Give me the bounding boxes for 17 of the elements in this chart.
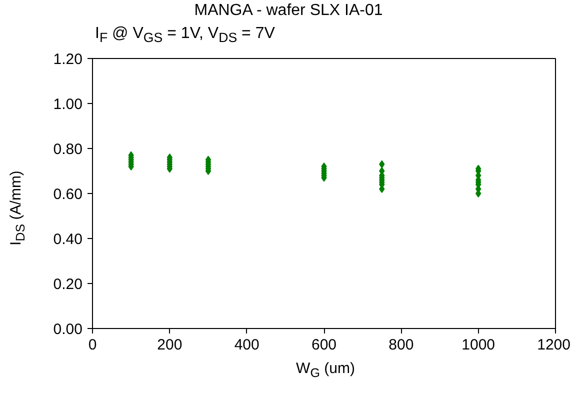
x-tick-label: 600 (311, 336, 337, 354)
y-tick-label: 0.20 (53, 276, 83, 293)
chart-subtitle: I$_{F}$ @ V$_{GS}$ = 1V, V$_{DS}$ = 7V (94, 24, 276, 48)
y-tick-label: 0.80 (53, 141, 83, 158)
y-tick-label: 0.40 (53, 231, 83, 248)
y-tick-label: 1.00 (53, 96, 83, 113)
chart-title: MANGA - wafer SLX IA-01 (193, 1, 384, 21)
y-tick-label: 1.20 (53, 51, 83, 68)
x-tick-label: 1200 (537, 336, 571, 354)
x-tick-label: 1000 (462, 336, 496, 354)
y-tick-label: 0.60 (53, 186, 83, 203)
x-tick-label: 200 (157, 336, 182, 354)
x-tick-label: 0 (88, 336, 97, 354)
x-tick-label: 400 (234, 336, 260, 354)
x-tick-label: 800 (388, 336, 414, 354)
x-axis-title: W$_{G}$ (um) (295, 359, 356, 382)
y-tick-label: 0.00 (53, 321, 83, 338)
